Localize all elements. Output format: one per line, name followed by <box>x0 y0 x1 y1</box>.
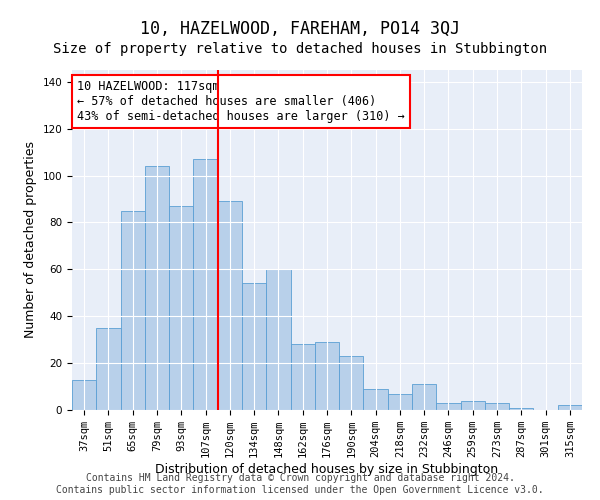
X-axis label: Distribution of detached houses by size in Stubbington: Distribution of detached houses by size … <box>155 463 499 476</box>
Bar <box>72 380 96 410</box>
Text: 10, HAZELWOOD, FAREHAM, PO14 3QJ: 10, HAZELWOOD, FAREHAM, PO14 3QJ <box>140 20 460 38</box>
Bar <box>169 206 193 410</box>
Bar <box>388 394 412 410</box>
Bar <box>412 384 436 410</box>
Bar <box>145 166 169 410</box>
Bar <box>315 342 339 410</box>
Bar <box>509 408 533 410</box>
Bar <box>364 389 388 410</box>
Bar <box>558 406 582 410</box>
Bar <box>485 403 509 410</box>
Bar <box>266 270 290 410</box>
Text: 10 HAZELWOOD: 117sqm
← 57% of detached houses are smaller (406)
43% of semi-deta: 10 HAZELWOOD: 117sqm ← 57% of detached h… <box>77 80 405 123</box>
Text: Contains HM Land Registry data © Crown copyright and database right 2024.
Contai: Contains HM Land Registry data © Crown c… <box>56 474 544 495</box>
Bar <box>218 202 242 410</box>
Bar <box>193 159 218 410</box>
Bar <box>339 356 364 410</box>
Bar <box>436 403 461 410</box>
Bar <box>96 328 121 410</box>
Bar <box>290 344 315 410</box>
Y-axis label: Number of detached properties: Number of detached properties <box>24 142 37 338</box>
Bar <box>121 210 145 410</box>
Text: Size of property relative to detached houses in Stubbington: Size of property relative to detached ho… <box>53 42 547 56</box>
Bar <box>461 400 485 410</box>
Bar <box>242 284 266 410</box>
